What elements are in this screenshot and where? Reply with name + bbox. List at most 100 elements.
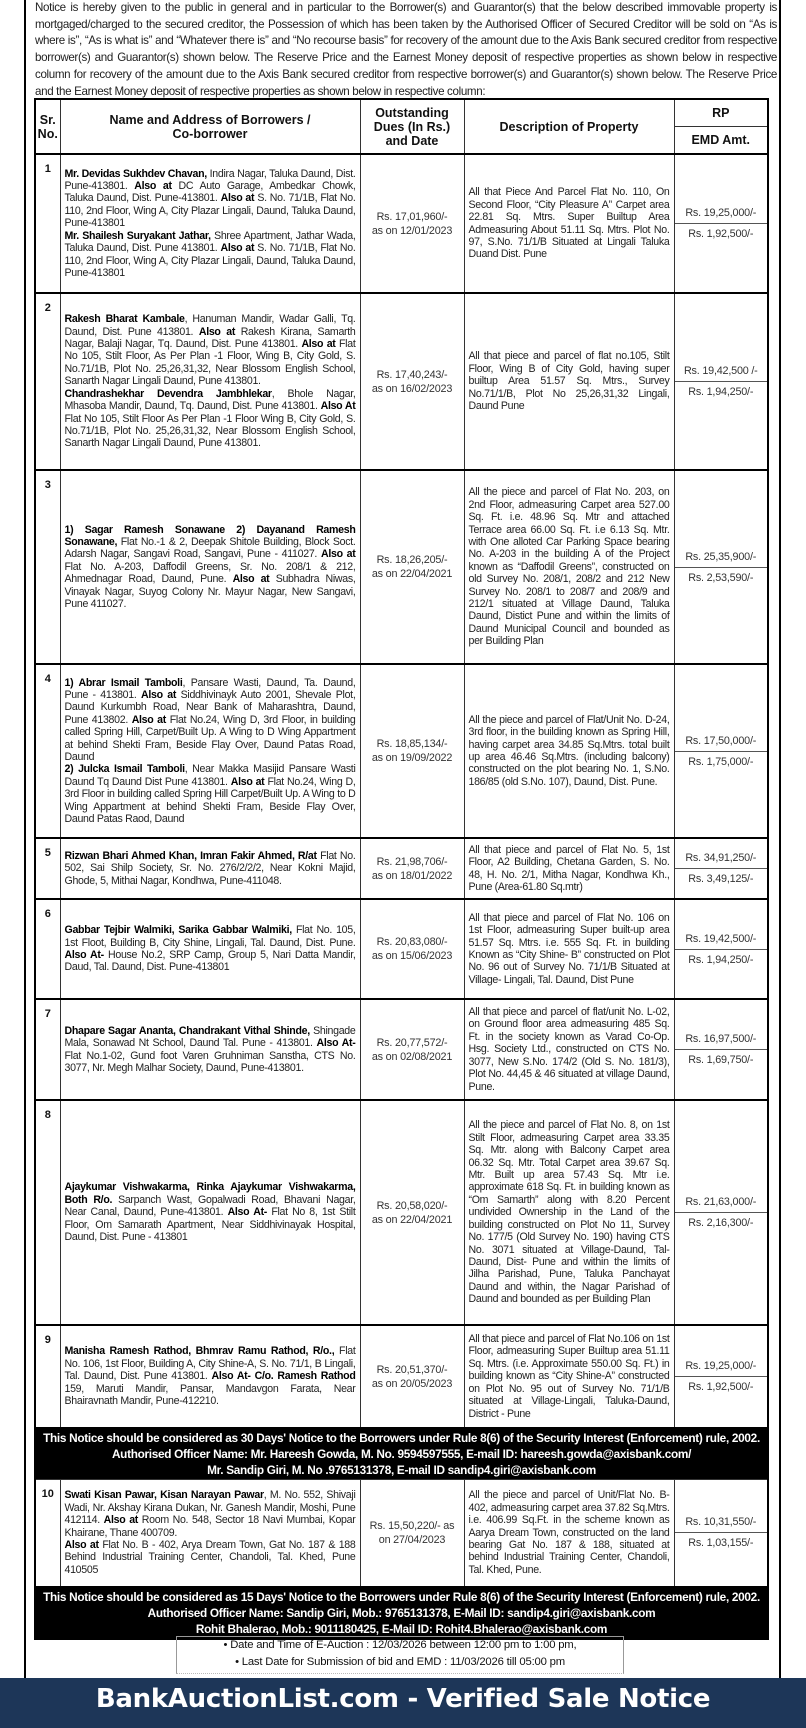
address-text: Flat No 8, 1st Stilt Floor, Om Samarath … — [64, 1206, 356, 1244]
emd-amount: Rs. 2,53,590/- — [688, 571, 754, 584]
address-text: Flat No. B - 402, Arya Dream Town, Gat N… — [64, 1538, 356, 1576]
auction-property-table: Sr. No. Name and Address of Borrowers / … — [34, 98, 769, 1640]
property-description: All the piece and parcel of Flat No. 203… — [463, 469, 675, 665]
emd-amount: Rs. 1,92,500/- — [688, 228, 754, 240]
sr-no: 5 — [34, 837, 61, 900]
dues-date: as on 12/01/2023 — [371, 224, 453, 237]
borrower-name-bold: 2) Julcka Ismail Tamboli — [64, 763, 186, 776]
header-sr-no: Sr. No. — [34, 98, 61, 155]
borrower-paragraph: Dhapare Sagar Ananta, Chandrakant Vithal… — [65, 1025, 356, 1075]
address-text: Flat No. 105, 1st Floot, Building B, Cit… — [64, 924, 356, 949]
notice-line: Authorised Officer Name: Mr. Hareesh Gow… — [111, 1447, 692, 1461]
property-description: All the piece and parcel of Flat No. 8, … — [463, 1099, 675, 1326]
borrower-name-address: Ajaykumar Vishwakarma, Rinka Ajaykumar V… — [59, 1099, 361, 1326]
reserve-price-emd: Rs. 34,91,250/- Rs. 3,49,125/- — [673, 837, 769, 900]
dues-amount: Rs. 21,98,706/- — [376, 855, 448, 868]
intro-paragraph: Notice is hereby given to the public in … — [35, 1, 777, 98]
address-text: Flat No 105, Stilt Floor, As Per Plan -1… — [64, 338, 356, 388]
header-emd: EMD Amt. — [691, 133, 751, 147]
borrower-paragraph: Mr. Devidas Sukhdev Chavan, Indira Nagar… — [65, 168, 356, 230]
reserve-price-emd: Rs. 25,35,900/- Rs. 2,53,590/- — [673, 469, 769, 665]
borrower-name-bold: Also at — [134, 180, 172, 193]
reserve-price: Rs. 10,31,550/- — [674, 1512, 767, 1534]
outstanding-dues: Rs. 20,51,370/- as on 20/05/2023 — [359, 1324, 465, 1429]
sr-no: 2 — [34, 292, 61, 471]
dues-amount: Rs. 18,85,134/- — [376, 738, 448, 750]
outstanding-dues: Rs. 18,26,205/- as on 22/04/2021 — [359, 469, 465, 665]
address-text: Sarpanch Wast, Gopalwadi Road, Bhavani N… — [64, 1193, 356, 1219]
reserve-price-emd: Rs. 19,42,500 /- Rs. 1,94,250/- — [673, 292, 769, 471]
dues-date: as on 20/05/2023 — [371, 1377, 453, 1390]
address-text: Siddhivinayk Auto 2001, Shevale Plot, Da… — [64, 688, 356, 726]
notice-line: Authorised Officer Name: Sandip Giri, Mo… — [147, 1605, 656, 1620]
table-row: 10 Swati Kisan Pawar, Kisan Narayan Pawar… — [34, 1479, 769, 1588]
emd-amount: Rs. 1,94,250/- — [688, 953, 754, 966]
borrower-name-bold: Chandrashekhar Devendra Jambhlekar — [64, 387, 273, 400]
borrower-name-bold: 1) Sagar Ramesh Sonawane 2) Dayanand Ram… — [64, 523, 356, 548]
borrower-paragraph: Mr. Shailesh Suryakant Jathar, Shree Apa… — [65, 230, 356, 280]
borrower-paragraph: Chandrashekhar Devendra Jambhlekar, Bhol… — [65, 388, 356, 450]
dues-amount: Rs. 20,83,080/- — [376, 936, 448, 948]
sr-no: 8 — [34, 1099, 61, 1326]
borrower-paragraph: Rizwan Bhari Ahmed Khan, Imran Fakir Ahm… — [65, 850, 356, 887]
dues-amount: Rs. 20,58,020/- — [376, 1199, 448, 1212]
reserve-price: Rs. 25,35,900/- — [674, 547, 767, 568]
dues-date: as on 22/04/2021 — [371, 1213, 453, 1226]
property-description: All that Piece And Parcel Flat No. 110, … — [463, 153, 675, 294]
table-row: 8 Ajaykumar Vishwakarma, Rinka Ajaykumar … — [34, 1099, 769, 1326]
address-text: Indira Nagar, Taluka Daund, Dist. Pune-4… — [64, 167, 356, 193]
officer-notice-band: This Notice should be considered as 30 D… — [34, 1427, 769, 1480]
dues-date: as on 02/08/2021 — [371, 1050, 453, 1063]
table-row: 2 Rakesh Bharat Kambale, Hanuman Mandir, … — [34, 292, 769, 471]
reserve-price: Rs. 21,63,000/- — [674, 1192, 767, 1213]
borrower-name-bold: Also at — [232, 573, 270, 586]
borrower-name-bold: Mr. Shailesh Suryakant Jathar, — [64, 229, 212, 242]
borrower-paragraph: Rakesh Bharat Kambale, Hanuman Mandir, W… — [65, 313, 356, 387]
officer-notice-cell: This Notice should be considered as 30 D… — [34, 1427, 769, 1480]
dues-date: as on 18/01/2022 — [371, 869, 453, 882]
address-text: 159, Maruti Mandir, Pansar, Mandavgon Fa… — [64, 1382, 356, 1408]
address-text: Flat No. 106, 1st Floor, Building A, Cit… — [64, 1345, 356, 1383]
borrower-name-bold: Also At- — [227, 1206, 268, 1219]
address-text: Flat No. A-203, Daffodil Greens, Sr. No.… — [64, 560, 356, 586]
emd-amount: Rs. 2,16,300/- — [688, 1217, 754, 1229]
outstanding-dues: Rs. 20,83,080/- as on 15/06/2023 — [359, 898, 465, 1000]
address-text: S. No. 71/1B, Flat No. 110, 2nd Floor, W… — [64, 192, 356, 230]
sr-no: 1 — [34, 153, 61, 294]
borrower-name-bold: Rakesh Bharat Kambale — [64, 313, 185, 326]
borrower-paragraph: Manisha Ramesh Rathod, Bhmrav Ramu Ratho… — [65, 1345, 356, 1407]
header-description: Description of Property — [463, 98, 675, 155]
reserve-price: Rs. 19,42,500 /- — [674, 361, 767, 382]
address-text: S. No. 71/1B, Flat No. 110, 2nd Floor, W… — [64, 242, 356, 279]
borrower-paragraph: Gabbar Tejbir Walmiki, Sarika Gabbar Wal… — [65, 924, 356, 974]
table-row: 3 1) Sagar Ramesh Sonawane 2) Dayanand Ra… — [34, 469, 769, 665]
sr-no: 7 — [34, 998, 61, 1101]
address-text: House No.2, SRP Camp, Group 5, Nari Datt… — [64, 949, 356, 974]
borrower-name-address: Mr. Devidas Sukhdev Chavan, Indira Nagar… — [59, 153, 361, 294]
address-text: , Near Makka Masijid Pansare Wasti Daund… — [64, 763, 356, 788]
sr-no: 10 — [34, 1479, 61, 1588]
table-row: 5 Rizwan Bhari Ahmed Khan, Imran Fakir Ah… — [34, 837, 769, 900]
property-description: All that piece and parcel of Flat No. 10… — [463, 898, 675, 1000]
address-text: Shingade Mala, Sonawad Nt School, Daund … — [64, 1024, 356, 1050]
emd-amount: Rs. 1,94,250/- — [688, 386, 754, 398]
borrower-name-bold: Ajaykumar Vishwakarma, Rinka Ajaykumar V… — [64, 1181, 356, 1206]
header-rp-emd: RP EMD Amt. — [673, 98, 769, 155]
borrower-name-address: Manisha Ramesh Rathod, Bhmrav Ramu Ratho… — [59, 1324, 361, 1429]
dues-date: as on 16/02/2023 — [371, 382, 453, 395]
borrower-name-bold: Mr. Devidas Sukhdev Chavan, — [64, 167, 208, 180]
borrower-name-bold: Also At — [320, 400, 356, 413]
table-row: 4 1) Abrar Ismail Tamboli, Pansare Wasti,… — [34, 663, 769, 839]
borrower-name-bold: Rizwan Bhari Ahmed Khan, Imran Fakir Ahm… — [64, 849, 318, 862]
reserve-price: Rs. 16,97,500/- — [674, 1029, 767, 1050]
property-description: All that piece and parcel of Flat No.106… — [463, 1324, 675, 1429]
notice-frame — [24, 0, 781, 1678]
outstanding-dues: Rs. 17,40,243/- as on 16/02/2023 — [359, 292, 465, 471]
table-row: 1 Mr. Devidas Sukhdev Chavan, Indira Naga… — [34, 153, 769, 294]
borrower-name-bold: Also At- C/o. Ramesh Rathod — [211, 1370, 356, 1383]
notice-line: Mr. Sandip Giri, M. No .9765131378, E-ma… — [207, 1463, 596, 1477]
borrower-name-bold: Also at — [198, 325, 236, 338]
notice-line: Rohit Bhalerao, Mob.: 9011180425, E-Mail… — [195, 1621, 608, 1636]
reserve-price-emd: Rs. 17,50,000/- Rs. 1,75,000/- — [673, 663, 769, 839]
outstanding-dues: Rs. 20,58,020/- as on 22/04/2021 — [359, 1099, 465, 1326]
